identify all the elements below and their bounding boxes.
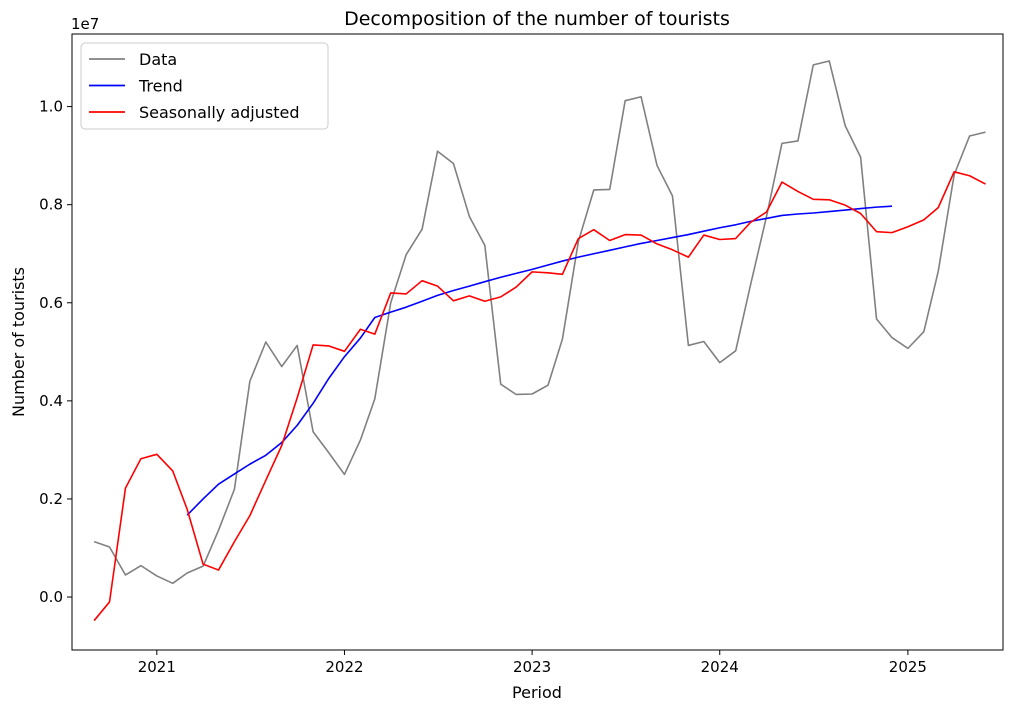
plot-frame <box>71 33 1004 651</box>
series-line-0 <box>93 60 986 585</box>
y-tick-label: 0.6 <box>39 294 63 312</box>
legend: Data Trend Seasonally adjusted <box>80 42 329 130</box>
y-tick-label: 0.0 <box>39 588 63 606</box>
x-axis-ticks: 2021 2022 2023 2024 2025 <box>138 650 927 676</box>
y-axis-ticks: 0.0 0.2 0.4 0.6 0.8 1.0 <box>39 98 72 606</box>
x-tick-label: 2022 <box>325 658 363 676</box>
series-line-2 <box>93 171 986 622</box>
legend-label: Data <box>139 50 177 69</box>
chart-title: Decomposition of the number of tourists <box>344 8 730 30</box>
y-offset-text: 1e7 <box>71 15 99 33</box>
legend-label: Seasonally adjusted <box>139 103 299 122</box>
x-tick-label: 2021 <box>138 658 176 676</box>
x-tick-label: 2023 <box>513 658 551 676</box>
y-axis-label: Number of tourists <box>9 267 28 417</box>
legend-label: Trend <box>138 77 183 96</box>
y-tick-label: 0.4 <box>39 392 63 410</box>
y-tick-label: 1.0 <box>39 98 63 116</box>
x-tick-label: 2024 <box>701 658 739 676</box>
series-line-1 <box>186 205 893 516</box>
y-tick-label: 0.8 <box>39 196 63 214</box>
legend-box <box>80 42 329 130</box>
x-axis-label: Period <box>512 683 562 702</box>
y-tick-label: 0.2 <box>39 490 63 508</box>
x-tick-label: 2025 <box>889 658 927 676</box>
series-lines <box>93 60 986 622</box>
